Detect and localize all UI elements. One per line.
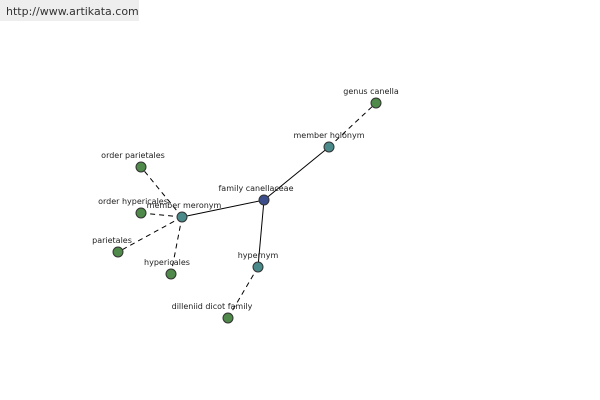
node-label[interactable]: family canellaceae <box>218 184 293 193</box>
edge <box>170 216 183 275</box>
nodes <box>112 97 382 324</box>
node-label[interactable]: genus canella <box>343 87 399 96</box>
edge <box>263 146 330 201</box>
node-label[interactable]: hypericales <box>144 258 190 267</box>
node-label[interactable]: member meronym <box>147 201 222 210</box>
node-label[interactable]: parietales <box>92 236 132 245</box>
edge <box>227 266 259 319</box>
edge <box>117 216 183 253</box>
node[interactable] <box>323 141 335 153</box>
node[interactable] <box>135 207 147 219</box>
labels: family canellaceae member holonym genus … <box>92 87 399 311</box>
node[interactable] <box>165 268 177 280</box>
node-label[interactable]: hypernym <box>238 251 279 260</box>
edges <box>117 102 377 319</box>
node-label[interactable]: order parietales <box>101 151 165 160</box>
edge <box>140 166 183 218</box>
node[interactable] <box>112 246 124 258</box>
header-bar <box>0 0 139 21</box>
edge <box>181 199 265 218</box>
node[interactable] <box>135 161 147 173</box>
node[interactable] <box>176 211 188 223</box>
node[interactable] <box>370 97 382 109</box>
edge <box>257 199 265 268</box>
node-label[interactable]: dilleniid dicot family <box>172 302 253 311</box>
node-label[interactable]: order hypericales <box>98 197 168 206</box>
node[interactable] <box>222 312 234 324</box>
edge <box>328 102 377 148</box>
node[interactable] <box>252 261 264 273</box>
edge <box>140 212 183 218</box>
site-url[interactable]: http://www.artikata.com <box>6 5 139 18</box>
node-label[interactable]: member holonym <box>293 131 364 140</box>
node[interactable] <box>258 194 270 206</box>
